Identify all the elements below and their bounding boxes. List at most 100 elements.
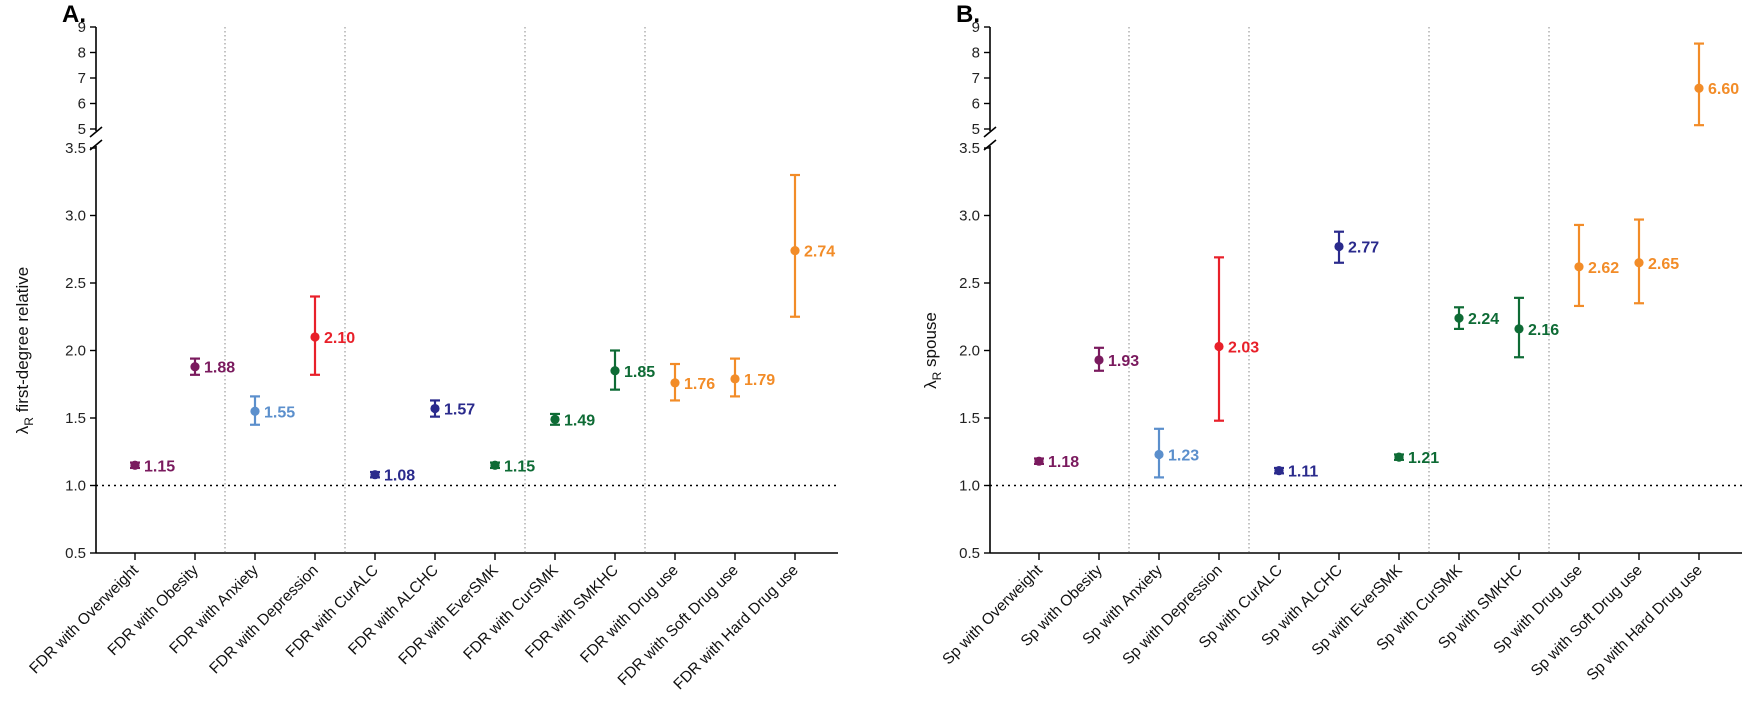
- data-label: 2.03: [1228, 339, 1259, 356]
- data-point: [1334, 241, 1344, 252]
- data-label: 1.93: [1108, 353, 1139, 370]
- data-point-group: 1.15: [130, 458, 175, 475]
- data-label: 2.74: [804, 244, 835, 261]
- data-point-group: 1.18: [1034, 454, 1079, 471]
- axis-break-mark: [89, 126, 103, 138]
- data-point: [1514, 324, 1524, 334]
- data-point: [1394, 452, 1404, 462]
- data-label: 1.08: [384, 468, 415, 485]
- y-tick-label: 8: [972, 45, 980, 62]
- data-point: [190, 362, 200, 372]
- data-point: [670, 378, 680, 388]
- y-tick-label: 5: [78, 121, 86, 138]
- y-tick-label: 2.0: [65, 343, 86, 360]
- data-point: [490, 460, 500, 470]
- y-tick-label: 7: [972, 70, 980, 87]
- data-point: [1094, 355, 1104, 365]
- y-tick-label: 6: [78, 96, 86, 113]
- data-point: [1214, 341, 1224, 352]
- data-point: [1454, 313, 1464, 323]
- data-point: [250, 406, 260, 416]
- data-point: [1634, 258, 1644, 268]
- axis-break-mark: [983, 126, 997, 138]
- y-tick-label: 0.5: [959, 545, 980, 562]
- data-point: [790, 246, 800, 256]
- x-tick-label: Sp with Soft Drug use: [1528, 562, 1646, 680]
- data-point: [610, 366, 620, 376]
- data-point-group: 6.60: [1694, 42, 1739, 127]
- data-label: 1.55: [264, 404, 295, 421]
- x-tick-label: Sp with Hard Drug use: [1584, 562, 1706, 684]
- data-point: [1694, 83, 1704, 93]
- data-label: 1.23: [1168, 447, 1199, 464]
- data-point-group: 2.74: [790, 173, 835, 318]
- y-axis-title-symbol: λ: [13, 425, 32, 434]
- y-axis-title: λR first-degree relative: [13, 267, 36, 434]
- data-label: 2.62: [1588, 260, 1619, 277]
- data-point: [130, 460, 140, 470]
- x-tick-label: FDR with Depression: [206, 562, 322, 678]
- data-point-group: 1.55: [250, 395, 295, 426]
- data-point-group: 2.77: [1334, 230, 1379, 264]
- data-point-group: 2.16: [1514, 296, 1559, 359]
- x-tick-label: FDR with Overweight: [26, 561, 142, 677]
- data-point-group: 1.85: [610, 349, 655, 391]
- data-point-group: 1.57: [430, 399, 475, 419]
- data-label: 1.18: [1048, 454, 1079, 471]
- data-label: 1.11: [1288, 464, 1318, 481]
- data-label: 1.85: [624, 364, 655, 381]
- data-point: [1274, 466, 1284, 476]
- y-axis-title-symbol: λ: [921, 380, 940, 389]
- data-point: [1574, 262, 1584, 272]
- panel-label: A.: [62, 1, 86, 28]
- data-point-group: 1.21: [1394, 450, 1439, 467]
- data-point-group: 1.79: [730, 357, 775, 398]
- y-tick-label: 5: [972, 121, 980, 138]
- data-label: 2.77: [1348, 240, 1379, 257]
- data-point-group: 1.08: [370, 468, 415, 485]
- data-label: 1.49: [564, 412, 595, 429]
- x-tick-label: Sp with Overweight: [939, 561, 1046, 668]
- panel-label: B.: [956, 1, 980, 28]
- data-label: 2.10: [324, 330, 355, 347]
- y-tick-label: 2.5: [65, 275, 86, 292]
- y-tick-label: 2.0: [959, 343, 980, 360]
- y-tick-label: 8: [78, 45, 86, 62]
- data-point: [1154, 449, 1164, 460]
- data-label: 2.24: [1468, 311, 1499, 328]
- y-tick-label: 1.0: [959, 478, 980, 495]
- y-tick-label: 6: [972, 96, 980, 113]
- y-axis-title: λR spouse: [921, 312, 944, 389]
- data-label: 2.16: [1528, 322, 1559, 339]
- data-label: 6.60: [1708, 81, 1739, 98]
- x-tick-label: FDR with EverSMK: [395, 561, 502, 668]
- data-label: 2.65: [1648, 256, 1679, 273]
- data-point: [550, 414, 560, 424]
- data-point-group: 1.88: [190, 357, 235, 377]
- y-tick-label: 3.0: [65, 208, 86, 225]
- y-tick-label: 7: [78, 70, 86, 87]
- chart-panel-1: A. 5 6 7 8 9 0.5 1.0 1.5 2.0 2.5 3.0 3.5 λR first-deg…: [13, 1, 838, 693]
- y-tick-label: 2.5: [959, 275, 980, 292]
- chart-panel-2: B. 5 6 7 8 9 0.5 1.0 1.5 2.0 2.5 3.0 3.5 λR spouse Sp …: [921, 1, 1742, 684]
- data-label: 1.88: [204, 360, 235, 377]
- data-point-group: 2.62: [1574, 223, 1619, 308]
- y-tick-label: 3.0: [959, 208, 980, 225]
- y-tick-label: 9: [78, 19, 86, 36]
- y-tick-label: 0.5: [65, 545, 86, 562]
- y-axis-title-text: first-degree relative: [13, 267, 32, 417]
- data-point-group: 2.24: [1454, 306, 1499, 330]
- x-tick-label: FDR with Hard Drug use: [670, 562, 801, 693]
- data-point-group: 2.65: [1634, 218, 1679, 305]
- data-label: 1.15: [144, 458, 175, 475]
- data-label: 1.15: [504, 458, 535, 475]
- data-point-group: 1.11: [1274, 464, 1318, 481]
- y-tick-label: 3.5: [65, 140, 86, 157]
- data-point-group: 1.15: [490, 458, 535, 475]
- data-point-group: 1.49: [550, 412, 595, 429]
- data-point-group: 2.10: [310, 295, 355, 376]
- y-tick-label: 1.5: [65, 410, 86, 427]
- y-tick-label: 1.0: [65, 478, 86, 495]
- y-axis-title-subscript: R: [22, 417, 36, 426]
